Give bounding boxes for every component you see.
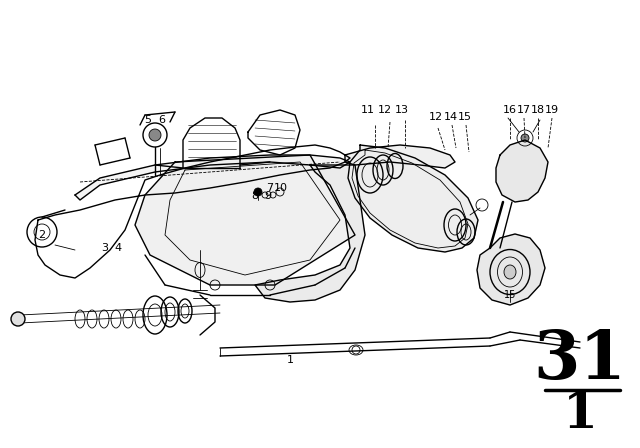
Polygon shape	[496, 140, 548, 202]
Text: 9: 9	[264, 191, 271, 201]
Text: 5: 5	[145, 115, 152, 125]
Text: 15: 15	[458, 112, 472, 122]
Text: 7: 7	[266, 183, 273, 193]
Circle shape	[149, 129, 161, 141]
Text: 15: 15	[504, 290, 516, 300]
Text: 18: 18	[531, 105, 545, 115]
Text: 11: 11	[361, 105, 375, 115]
Text: 1: 1	[563, 391, 597, 439]
Polygon shape	[135, 155, 355, 285]
Polygon shape	[477, 234, 545, 305]
Text: 6: 6	[159, 115, 166, 125]
Text: 12: 12	[378, 105, 392, 115]
Text: 31: 31	[534, 327, 627, 392]
Text: 1: 1	[287, 355, 294, 365]
Text: 14: 14	[444, 112, 458, 122]
Text: 12: 12	[429, 112, 443, 122]
Polygon shape	[348, 145, 478, 252]
Text: 10: 10	[274, 183, 288, 193]
Text: 3: 3	[102, 243, 109, 253]
Circle shape	[521, 134, 529, 142]
Text: 13: 13	[395, 105, 409, 115]
Text: 19: 19	[545, 105, 559, 115]
Text: 17: 17	[517, 105, 531, 115]
Text: 16: 16	[503, 105, 517, 115]
Circle shape	[11, 312, 25, 326]
Ellipse shape	[504, 265, 516, 279]
Text: 2: 2	[38, 230, 45, 240]
Polygon shape	[75, 155, 350, 200]
Polygon shape	[345, 145, 455, 168]
Text: 4: 4	[115, 243, 122, 253]
Text: 8: 8	[252, 191, 259, 201]
Circle shape	[254, 188, 262, 196]
Polygon shape	[255, 165, 365, 302]
